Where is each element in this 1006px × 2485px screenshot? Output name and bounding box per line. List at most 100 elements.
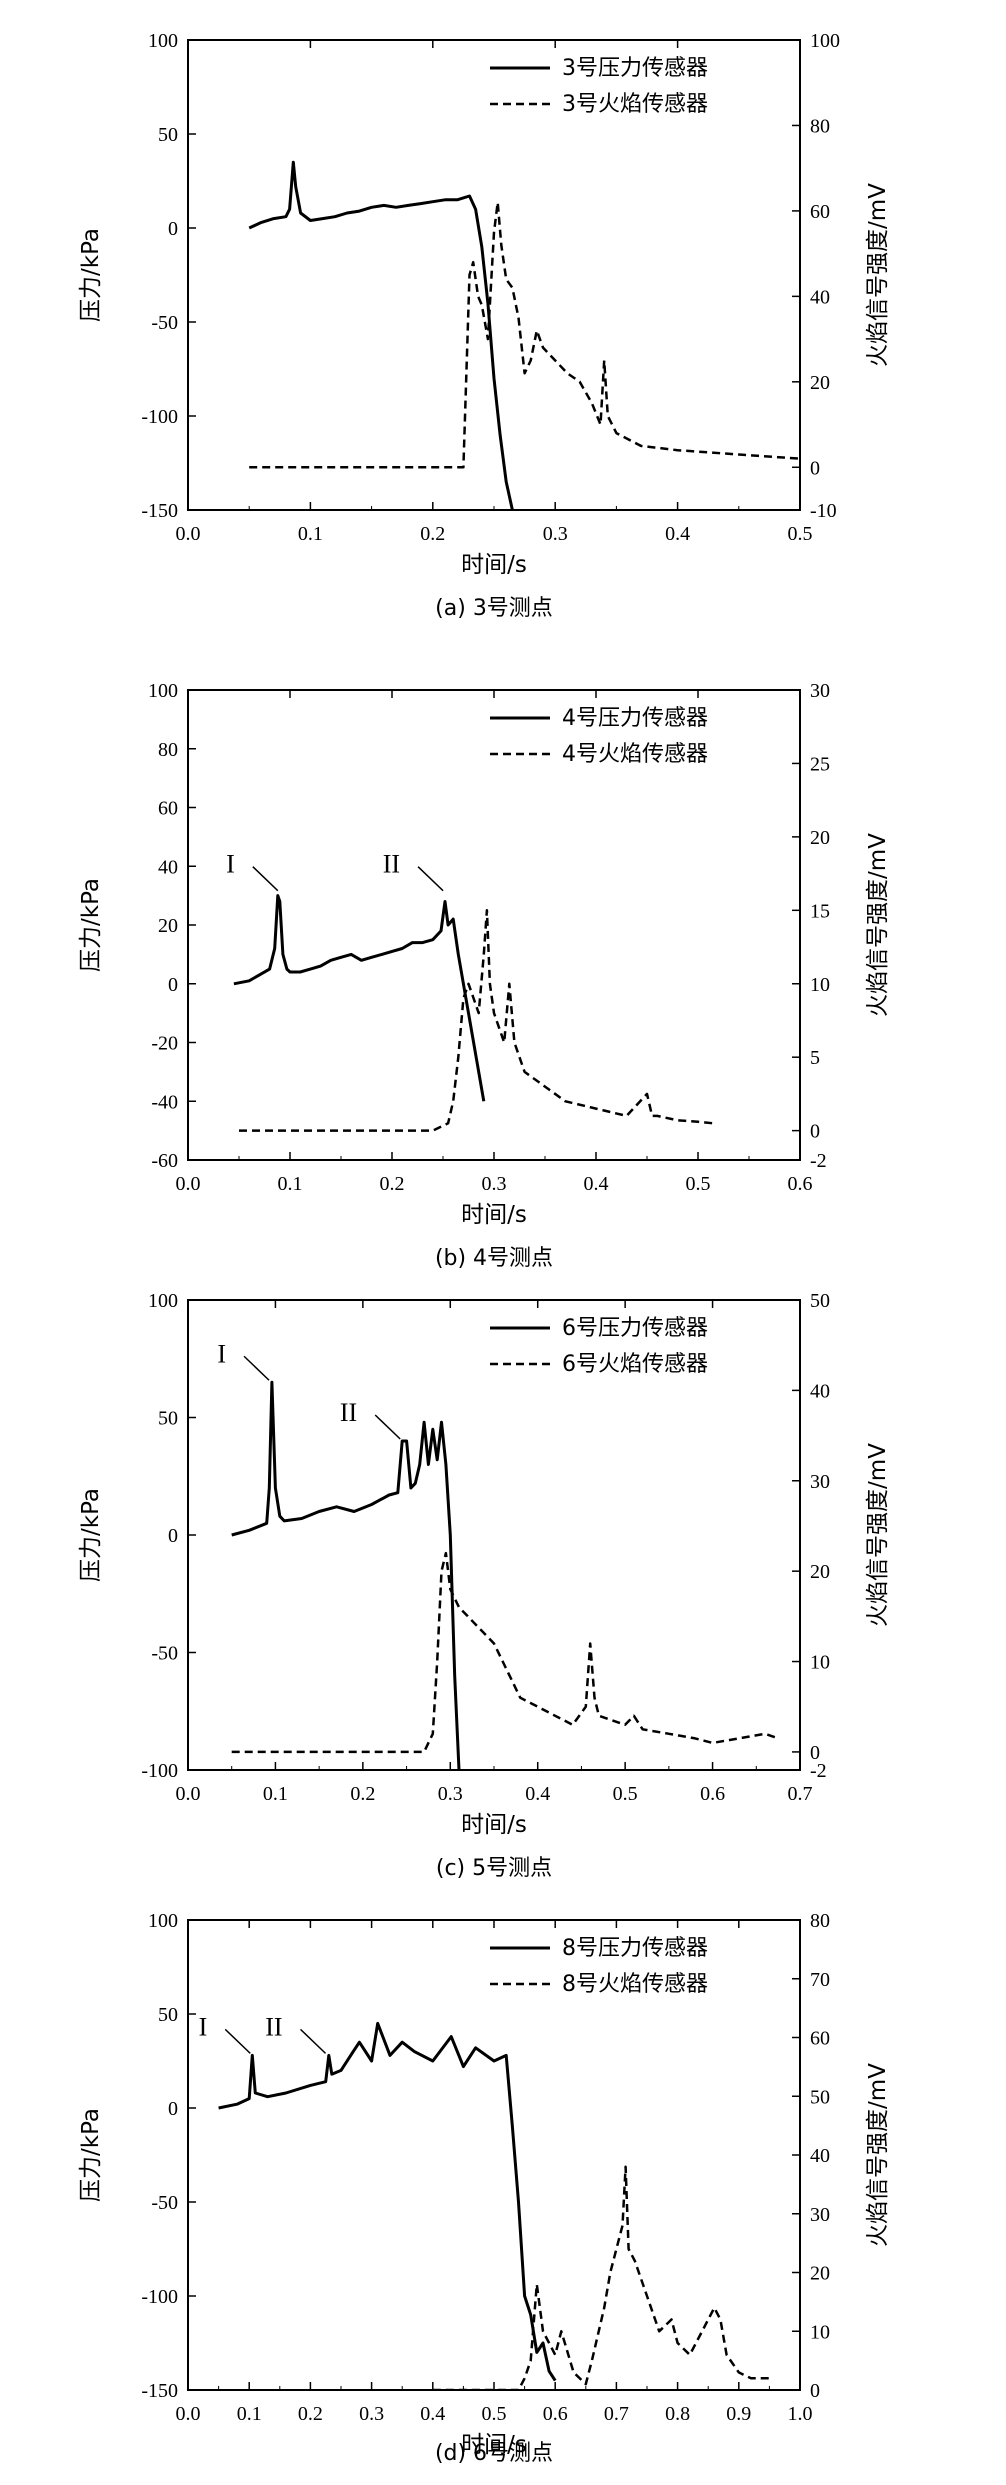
- x-axis-label: 时间/s: [461, 1202, 527, 1228]
- y-tick-label: 40: [158, 856, 178, 878]
- annotation-leader: [252, 866, 279, 892]
- y2-axis-label: 火焰信号强度/mV: [865, 1443, 891, 1627]
- legend-label: 4号压力传感器: [562, 706, 708, 731]
- y-axis-label: 压力/kPa: [78, 878, 104, 972]
- y-tick-label: -50: [151, 1643, 178, 1665]
- y2-tick-label: 50: [810, 2086, 830, 2108]
- x-tick-label: 0.1: [237, 2403, 262, 2425]
- x-tick-label: 0.6: [788, 1173, 813, 1195]
- x-tick-label: 0.3: [482, 1173, 507, 1195]
- x-tick-label: 0.4: [665, 523, 690, 545]
- legend-label: 6号压力传感器: [562, 1316, 708, 1341]
- x-tick-label: 0.5: [613, 1783, 638, 1805]
- y-tick-label: -100: [141, 2286, 178, 2308]
- y2-tick-label: 30: [810, 680, 830, 702]
- panel-caption: (d) 6号测点: [435, 2441, 553, 2466]
- y2-tick-label: -2: [810, 1760, 827, 1782]
- series-line-pressure: [248, 160, 514, 510]
- chart-panel-4: 0.0 0.1 0.2 0.3 0.4 0.5 0.6 0.7 0.8 0.9 1.0 -150 -10…: [78, 1910, 891, 2466]
- y-tick-label: -150: [141, 2380, 178, 2402]
- plot-frame: [187, 1299, 801, 1771]
- x-tick-label: 0.0: [176, 523, 201, 545]
- y2-tick-label: -10: [810, 500, 837, 522]
- y2-tick-label: 100: [810, 30, 840, 52]
- y2-tick-label: 0: [810, 1121, 820, 1143]
- series-line-pressure: [218, 2021, 557, 2382]
- legend-label: 6号火焰传感器: [562, 1352, 708, 1377]
- x-axis-label: 时间/s: [461, 552, 527, 578]
- panel-caption: (a) 3号测点: [435, 596, 553, 621]
- series-line-flame: [249, 201, 800, 469]
- panel-caption: (c) 5号测点: [436, 1856, 552, 1881]
- chart-panel-3: 0.0 0.1 0.2 0.3 0.4 0.5 0.6 0.7-100-50050100-20…: [78, 1290, 891, 1881]
- y-tick-label: -50: [151, 2192, 178, 2214]
- y-tick-label: 100: [148, 1290, 178, 1312]
- y2-tick-label: 10: [810, 1652, 830, 1674]
- x-tick-label: 0.3: [359, 2403, 384, 2425]
- x-tick-label: 0.0: [176, 1783, 201, 1805]
- y2-axis-label: 火焰信号强度/mV: [865, 833, 891, 1017]
- x-axis-label: 时间/s: [461, 2432, 527, 2458]
- y-tick-label: -100: [141, 1760, 178, 1782]
- y2-tick-label: 10: [810, 2321, 830, 2343]
- series-line-flame: [231, 1551, 779, 1754]
- annotation-label: II: [340, 1398, 357, 1427]
- y-tick-label: 60: [158, 798, 178, 820]
- chart-panel-2: 0.0 0.1 0.2 0.3 0.4 0.5 0.6-60-40-200204060801…: [78, 680, 891, 1271]
- y2-tick-label: 30: [810, 2204, 830, 2226]
- y2-tick-label: 60: [810, 201, 830, 223]
- y2-tick-label: 0: [810, 2380, 820, 2402]
- y2-tick-label: 40: [810, 2145, 830, 2167]
- plot-frame: [187, 39, 801, 511]
- x-tick-label: 0.2: [380, 1173, 405, 1195]
- x-tick-label: 0.1: [298, 523, 323, 545]
- series-line-pressure: [233, 894, 486, 1102]
- x-tick-label: 0.9: [726, 2403, 751, 2425]
- annotation-label: I: [199, 2012, 208, 2041]
- y2-tick-label: 50: [810, 1290, 830, 1312]
- legend-label: 3号火焰传感器: [562, 92, 708, 117]
- y2-tick-label: 5: [810, 1047, 820, 1069]
- x-tick-label: 0.4: [420, 2403, 445, 2425]
- x-tick-label: 0.2: [420, 523, 445, 545]
- legend-label: 3号压力传感器: [562, 56, 708, 81]
- x-tick-label: 0.5: [686, 1173, 711, 1195]
- x-tick-label: 0.5: [482, 2403, 507, 2425]
- y2-tick-label: 15: [810, 900, 830, 922]
- y-tick-label: -50: [151, 312, 178, 334]
- annotation-leader: [224, 2028, 251, 2054]
- x-tick-label: 0.1: [278, 1173, 303, 1195]
- annotation-label: II: [265, 2012, 282, 2041]
- y-tick-label: -150: [141, 500, 178, 522]
- x-tick-label: 0.6: [700, 1783, 725, 1805]
- y-tick-label: -60: [151, 1150, 178, 1172]
- x-tick-label: 0.7: [604, 2403, 629, 2425]
- x-tick-label: 0.5: [788, 523, 813, 545]
- y-tick-label: 50: [158, 2004, 178, 2026]
- y-tick-label: 50: [158, 124, 178, 146]
- y2-tick-label: 70: [810, 1969, 830, 1991]
- x-tick-label: 0.8: [665, 2403, 690, 2425]
- y-tick-label: -40: [151, 1091, 178, 1113]
- annotation-label: I: [226, 850, 235, 879]
- y-tick-label: 50: [158, 1408, 178, 1430]
- y-tick-label: 20: [158, 915, 178, 937]
- y2-tick-label: 20: [810, 372, 830, 394]
- legend-label: 8号火焰传感器: [562, 1972, 708, 1997]
- y-tick-label: 100: [148, 680, 178, 702]
- y-axis-label: 压力/kPa: [78, 1488, 104, 1582]
- y2-tick-label: 40: [810, 1380, 830, 1402]
- series-line-flame: [239, 909, 714, 1132]
- x-tick-label: 0.4: [525, 1783, 550, 1805]
- y2-tick-label: 0: [810, 457, 820, 479]
- y2-tick-label: 20: [810, 2263, 830, 2285]
- y-tick-label: 0: [168, 218, 178, 240]
- y2-tick-label: 25: [810, 753, 830, 775]
- y2-tick-label: 0: [810, 1742, 820, 1764]
- y-tick-label: -20: [151, 1033, 178, 1055]
- y-axis-label: 压力/kPa: [78, 2108, 104, 2202]
- y-tick-label: 100: [148, 30, 178, 52]
- y2-tick-label: 30: [810, 1471, 830, 1493]
- x-tick-label: 0.0: [176, 2403, 201, 2425]
